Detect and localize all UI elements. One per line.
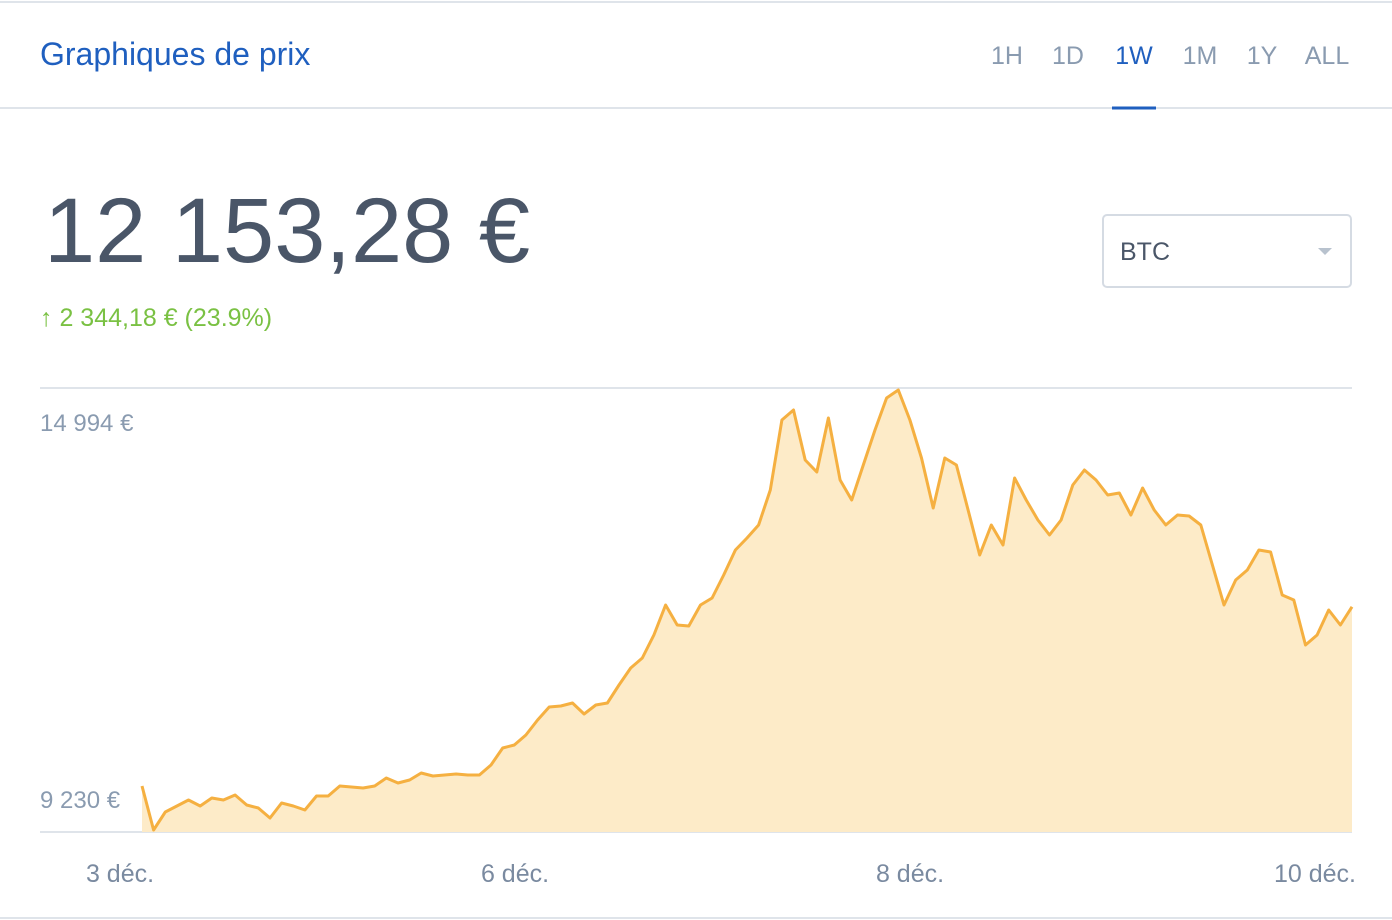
y-tick-label: 9 230 €: [40, 787, 121, 814]
tabs: 1H 1D 1W 1M 1Y ALL: [991, 42, 1350, 110]
chart: 14 994 € 9 230 € 3 déc. 6 déc. 8 déc. 10 déc.: [40, 387, 1356, 888]
tab[interactable]: 1D: [1052, 42, 1084, 70]
select-caret: [1318, 248, 1332, 255]
currency-select[interactable]: [1102, 214, 1352, 288]
tab[interactable]: 1M: [1183, 42, 1218, 70]
price-line: [140, 388, 1354, 832]
price: 12 153,28 €: [44, 180, 530, 282]
tab[interactable]: 1W: [1115, 42, 1153, 70]
area-fill: [142, 390, 1352, 832]
x-tick-label: 6 déc.: [481, 860, 549, 888]
x-tick-label: 8 déc.: [876, 860, 944, 888]
tab[interactable]: 1H: [991, 42, 1023, 70]
currency-select-label: BTC: [1120, 238, 1170, 266]
tab[interactable]: 1Y: [1247, 42, 1278, 70]
x-tick-label: 10 déc.: [1274, 860, 1356, 888]
tab[interactable]: ALL: [1305, 42, 1350, 70]
y-tick-label: 14 994 €: [40, 410, 134, 437]
header-title: Graphiques de prix: [40, 36, 310, 72]
x-tick-label: 3 déc.: [86, 860, 154, 888]
price-change: ↑ 2 344,18 € (23.9%): [40, 304, 272, 332]
